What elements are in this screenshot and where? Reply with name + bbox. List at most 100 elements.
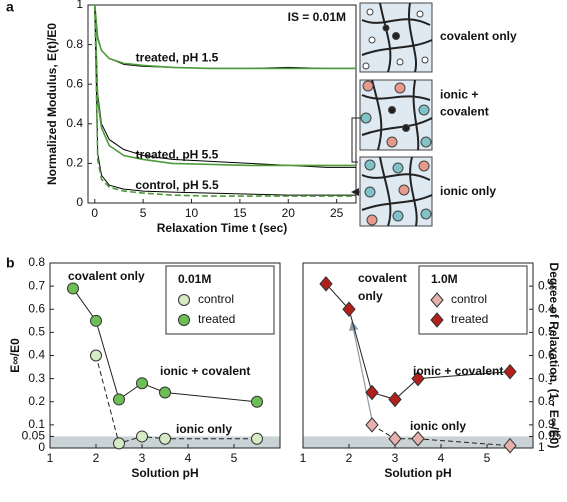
x-tick-label: 0 — [91, 206, 98, 220]
marker — [319, 276, 333, 292]
marker — [411, 370, 425, 387]
annotation: ionic only — [410, 419, 466, 433]
fit-line — [94, 4, 356, 70]
x-tick-label: 10 — [185, 206, 199, 220]
schematic-label: ionic only — [440, 184, 496, 198]
x-tick-label: 5 — [484, 451, 491, 465]
annotation: ionic + covalent — [160, 364, 250, 378]
legend-marker — [178, 314, 190, 326]
x-tick-label: 3 — [139, 451, 146, 465]
y2-tick-label: 0.5 — [538, 325, 555, 339]
x-tick-label: 3 — [392, 451, 399, 465]
marker — [136, 377, 148, 390]
legend-label: control — [198, 292, 234, 306]
x-tick-label: 15 — [233, 206, 247, 220]
annotation: ionic + covalent — [413, 364, 503, 378]
fit-line — [94, 4, 356, 167]
x-tick-label: 2 — [346, 451, 353, 465]
legend-marker — [178, 294, 190, 306]
y2-tick-label: 1 — [538, 440, 545, 454]
y-tick-label: 0.4 — [66, 116, 83, 130]
x-tick-label: 20 — [282, 206, 296, 220]
y-tick-label: 0.2 — [28, 394, 45, 408]
marker — [113, 393, 125, 406]
y2-axis-label: Degree of Relaxation, (1 - E∞/E0) — [547, 263, 561, 449]
series-label: control, pH 5.5 — [135, 178, 219, 192]
y2-tick-label: 0.7 — [538, 371, 555, 385]
y2-tick-label: 0.95 — [538, 429, 562, 443]
y-tick-label: 0.05 — [22, 429, 46, 443]
marker — [159, 386, 171, 399]
y-tick-label: 0.6 — [66, 76, 83, 90]
series-line — [325, 283, 511, 400]
legend-title: 1.0M — [431, 272, 458, 286]
y2-tick-label: 0.6 — [538, 348, 555, 362]
y2-tick-label: 0.9 — [538, 417, 555, 431]
marker — [251, 432, 263, 445]
y-tick-label: 0.4 — [28, 348, 45, 362]
x-tick-label: 4 — [438, 451, 445, 465]
legend-title: 0.01M — [178, 272, 211, 286]
y-tick-label: 0 — [76, 195, 83, 209]
chart-title: IS = 0.01M — [288, 10, 346, 24]
series-line — [72, 288, 258, 403]
y-tick-label: 0 — [38, 440, 45, 454]
legend-label: control — [451, 292, 487, 306]
annotation: covalent only — [68, 269, 145, 283]
panel-label: b — [6, 255, 15, 271]
marker — [503, 437, 517, 454]
y-tick-label: 0.5 — [28, 325, 45, 339]
x-axis-label: Relaxation Time t (sec) — [157, 221, 288, 235]
y2-tick-label: 0.4 — [538, 301, 555, 315]
legend-label: treated — [198, 312, 235, 326]
marker — [251, 395, 263, 408]
x-tick-label: 25 — [330, 206, 344, 220]
schematic — [359, 2, 433, 227]
schematic-label: covalent only — [440, 29, 517, 43]
legend-marker — [430, 312, 444, 328]
marker — [136, 430, 148, 443]
marker — [67, 282, 79, 295]
schematic-label: ionic + — [440, 88, 478, 102]
marker — [113, 437, 125, 450]
y-tick-label: 0.6 — [28, 301, 45, 315]
marker — [90, 349, 102, 362]
marker — [342, 301, 356, 318]
y-axis-label: E∞/E0 — [8, 338, 22, 373]
fit-line — [94, 4, 356, 197]
y-tick-label: 0.1 — [28, 417, 45, 431]
annotation-arrow — [348, 320, 373, 421]
panel-label: a — [6, 0, 14, 15]
legend-marker — [430, 292, 444, 308]
y-axis-label: Normalized Modulus, E(t)/E0 — [45, 23, 59, 185]
y-tick-label: 0.2 — [66, 156, 83, 170]
marker — [365, 384, 379, 401]
y-tick-label: 0.7 — [28, 278, 45, 292]
x-tick-label: 1 — [300, 451, 307, 465]
data-line — [94, 4, 356, 168]
y2-tick-label: 0.8 — [538, 394, 555, 408]
annotation: only — [358, 289, 383, 303]
marker — [388, 430, 402, 447]
x-axis-label: Solution pH — [384, 466, 451, 480]
series-label: treated, pH 5.5 — [136, 148, 219, 162]
annotation: covalent — [358, 271, 407, 285]
x-tick-label: 5 — [140, 206, 147, 220]
legend-label: treated — [451, 312, 488, 326]
y-tick-label: 0.8 — [66, 37, 83, 51]
y2-tick-label: 0.3 — [538, 278, 555, 292]
marker — [159, 432, 171, 445]
marker — [90, 314, 102, 327]
marker — [365, 417, 379, 433]
x-axis-label: Solution pH — [131, 466, 198, 480]
y-tick-label: 1 — [76, 0, 83, 11]
x-tick-label: 2 — [93, 451, 100, 465]
x-tick-label: 5 — [231, 451, 238, 465]
y-tick-label: 0.3 — [28, 371, 45, 385]
x-tick-label: 4 — [185, 451, 192, 465]
marker — [388, 391, 402, 408]
annotation: ionic only — [176, 422, 232, 436]
y-tick-label: 0.8 — [28, 255, 45, 269]
